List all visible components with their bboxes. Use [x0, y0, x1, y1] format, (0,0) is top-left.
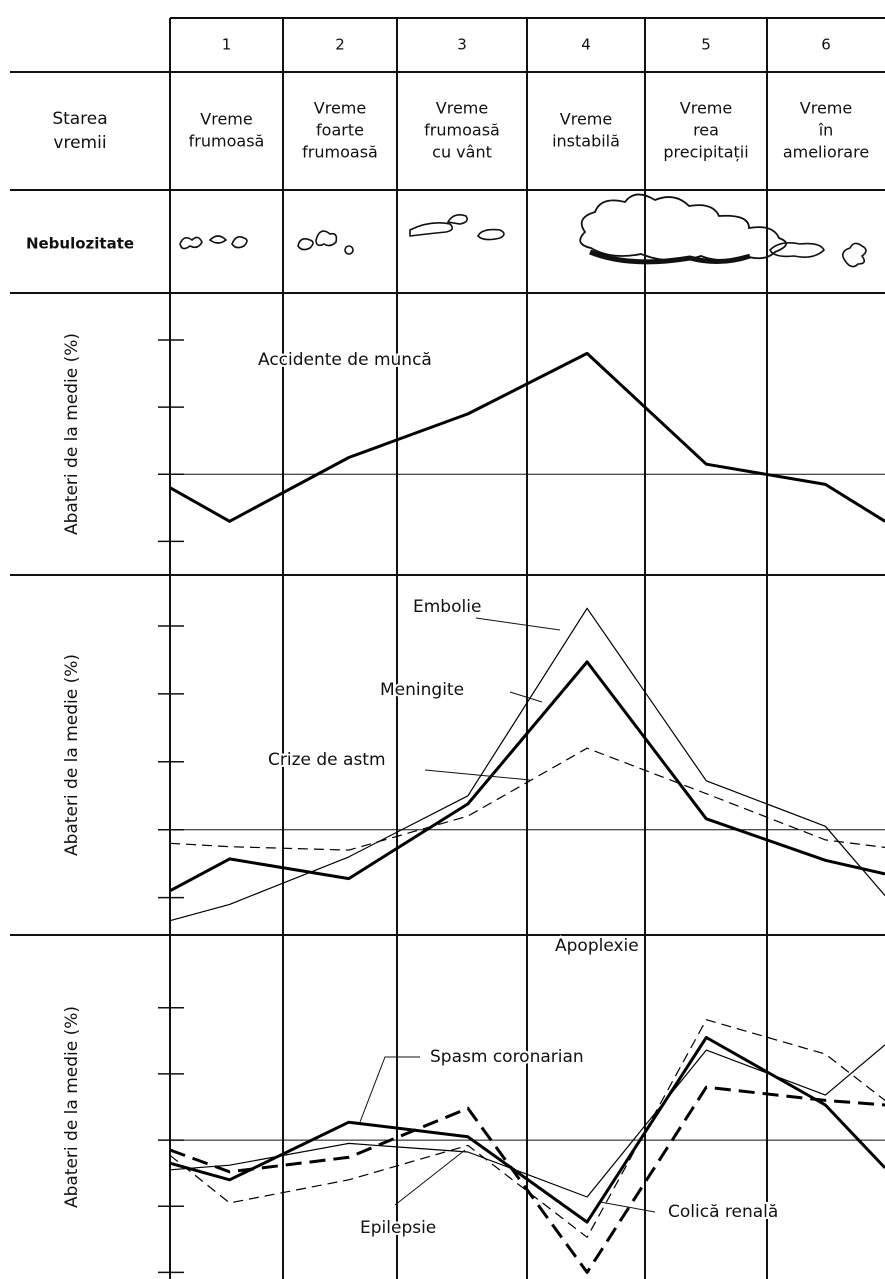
column-number: 5 — [701, 36, 711, 54]
row-label: vremii — [53, 133, 106, 153]
series-label: Embolie — [413, 597, 481, 617]
y-axis-label: Abateri de la medie (%) — [62, 1006, 82, 1208]
column-number: 4 — [581, 36, 591, 54]
series-label: Apoplexie — [555, 936, 639, 956]
panel: Abateri de la medie (%) Embolie Meningite C… — [62, 595, 885, 922]
column-state: precipitații — [663, 143, 748, 162]
series-line — [169, 1019, 885, 1238]
column-number: 1 — [222, 36, 232, 54]
leader-line — [475, 617, 561, 631]
leader-line — [359, 1056, 420, 1123]
column-state: frumoasă — [189, 132, 265, 151]
series-line — [169, 1085, 885, 1274]
series-label: Epilepsie — [360, 1218, 436, 1238]
header-text: Starea vremii Nebulozitate 1 Vreme frumoasă 2 V… — [26, 36, 869, 253]
column-state: rea — [693, 121, 719, 140]
series-line — [169, 351, 885, 523]
row-label: Starea — [52, 109, 107, 129]
column-state: Vreme — [200, 110, 252, 129]
column-state: Vreme — [680, 99, 732, 118]
panels: Abateri de la medie (%) Accidente de munc… — [62, 333, 885, 1274]
column-number: 3 — [457, 36, 467, 54]
series-label: Meningite — [380, 680, 464, 700]
series-line — [169, 1044, 885, 1198]
series-label: Accidente de muncă — [258, 350, 432, 370]
y-axis-label: Abateri de la medie (%) — [62, 654, 82, 856]
row-label: Nebulozitate — [26, 235, 134, 253]
column-number: 2 — [335, 36, 345, 54]
column-state: cu vânt — [432, 143, 492, 162]
column-number: 6 — [821, 36, 831, 54]
column-state: instabilă — [552, 132, 620, 151]
series-label: Colică renală — [668, 1202, 778, 1222]
column-state: în — [818, 121, 834, 140]
series-line — [169, 747, 885, 851]
panel: Abateri de la medie (%) Apoplexie Spasm co… — [62, 934, 885, 1274]
cloud-icons — [179, 193, 867, 268]
leader-line — [424, 769, 531, 781]
series-label: Spasm coronarian — [430, 1047, 584, 1067]
column-state: Vreme — [560, 110, 612, 129]
column-state: Vreme — [436, 99, 488, 118]
y-axis-label: Abateri de la medie (%) — [62, 333, 82, 535]
column-state: ameliorare — [783, 143, 869, 162]
column-state: frumoasă — [302, 143, 378, 162]
leader-line — [509, 691, 543, 703]
series-label: Crize de astm — [268, 750, 386, 770]
column-state: frumoasă — [424, 121, 500, 140]
series-line — [169, 607, 885, 922]
leader-line — [599, 1201, 656, 1213]
panel: Abateri de la medie (%) Accidente de munc… — [62, 333, 885, 543]
leader-line — [394, 1149, 466, 1206]
column-state: Vreme — [314, 99, 366, 118]
column-state: foarte — [316, 121, 364, 140]
column-state: Vreme — [800, 99, 852, 118]
table-frame — [10, 17, 885, 1279]
series-line — [169, 660, 885, 893]
